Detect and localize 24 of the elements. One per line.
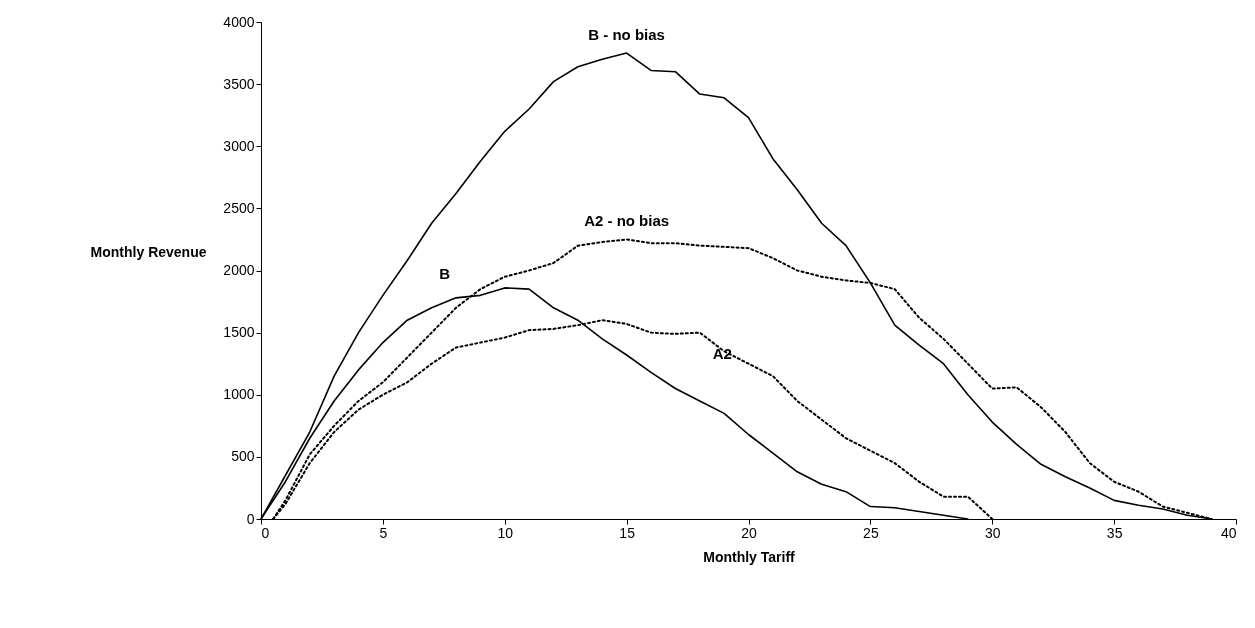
x-tick-label: 40: [1220, 524, 1237, 541]
series-label: B: [439, 264, 451, 282]
series-label: B - no bias: [588, 26, 665, 44]
x-tick-label: 25: [863, 524, 879, 541]
y-tick-label: 1000: [223, 386, 255, 403]
y-tick-label: 2500: [223, 199, 255, 216]
x-tick-label: 30: [984, 524, 1001, 541]
y-tick-label: 4000: [223, 13, 255, 30]
x-axis-title: Monthly Tariff: [703, 548, 796, 565]
y-tick-label: 2000: [223, 262, 255, 278]
series-label: A2 - no bias: [584, 212, 670, 230]
x-tick-label: 15: [619, 524, 636, 541]
y-axis-title: Monthly Revenue: [90, 243, 207, 260]
y-tick-label: 3000: [223, 137, 255, 154]
x-tick-label: 0: [261, 524, 270, 541]
x-tick-label: 35: [1106, 524, 1123, 541]
x-tick-label: 5: [379, 524, 388, 541]
y-tick-label: 0: [246, 510, 255, 527]
x-tick-label: 20: [741, 524, 757, 541]
series-label: A2: [712, 345, 732, 363]
y-tick-label: 1500: [223, 324, 255, 341]
y-tick-label: 3500: [223, 75, 255, 92]
y-tick-label: 500: [231, 448, 255, 465]
x-tick-label: 10: [497, 524, 514, 541]
